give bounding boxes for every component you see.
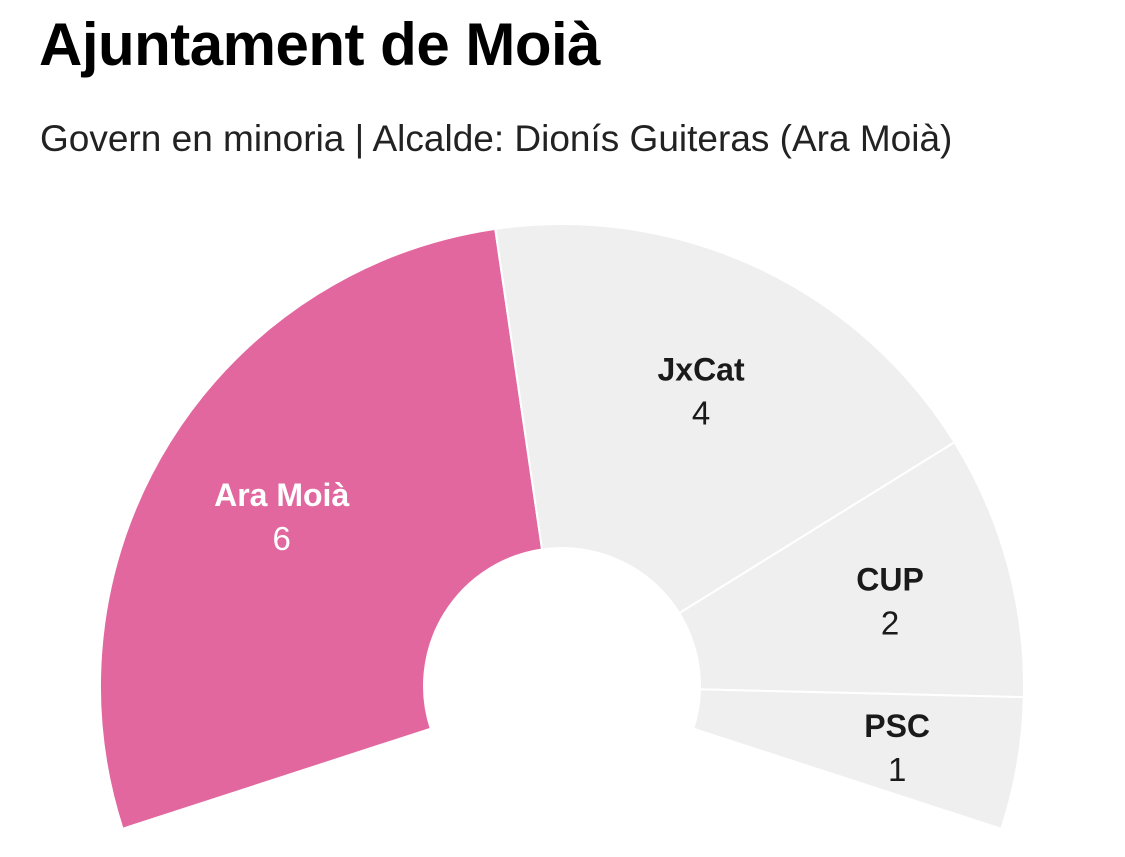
value-ara-moia: 6 <box>272 520 290 557</box>
value-cup: 2 <box>881 605 899 642</box>
label-jxcat: JxCat <box>657 352 745 388</box>
slice-ara-moia <box>99 227 544 831</box>
slice-cup <box>677 440 1025 699</box>
chart-title: Ajuntament de Moià <box>39 11 601 78</box>
label-psc: PSC <box>864 708 930 744</box>
value-psc: 1 <box>888 751 906 788</box>
value-jxcat: 4 <box>692 395 710 432</box>
chart-subtitle: Govern en minoria | Alcalde: Dionís Guit… <box>40 118 953 159</box>
chart-slices <box>99 223 1025 831</box>
label-ara-moia: Ara Moià <box>214 477 349 513</box>
slice-psc <box>691 688 1025 831</box>
label-cup: CUP <box>856 562 924 598</box>
slice-jxcat <box>494 223 956 615</box>
chart-labels: Ara Moià 6 JxCat 4 CUP 2 PSC 1 <box>214 352 930 789</box>
